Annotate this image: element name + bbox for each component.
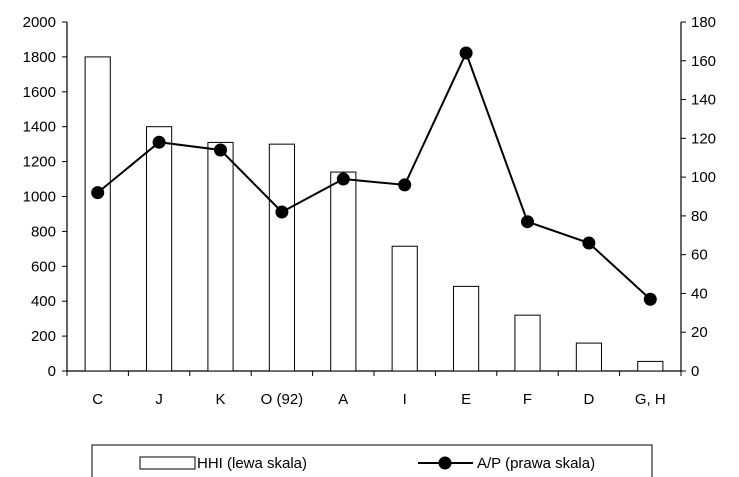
ap-point xyxy=(398,178,412,192)
ap-point xyxy=(91,186,105,200)
y-right-tick-label: 20 xyxy=(691,324,708,341)
y-right-tick-label: 0 xyxy=(691,363,699,380)
y-left-tick-label: 1800 xyxy=(23,49,56,66)
y-left-tick-label: 200 xyxy=(31,328,56,345)
x-tick-label: A xyxy=(338,391,348,408)
y-right-tick-label: 120 xyxy=(691,130,716,147)
ap-point xyxy=(582,236,596,250)
ap-point xyxy=(643,292,657,306)
y-right-tick-label: 180 xyxy=(691,14,716,31)
line-series xyxy=(91,46,657,306)
x-tick-label: K xyxy=(215,391,225,408)
hhi-bar xyxy=(330,171,357,372)
x-tick-label: D xyxy=(583,391,594,408)
bars xyxy=(84,56,664,372)
ap-point xyxy=(275,205,289,219)
x-tick-label: I xyxy=(403,391,407,408)
legend-label-ap: A/P (prawa skala) xyxy=(477,455,595,472)
y-left-tick-label: 1400 xyxy=(23,119,56,136)
x-tick-label: F xyxy=(523,391,532,408)
y-left-tick-label: 2000 xyxy=(23,14,56,31)
y-right-tick-label: 100 xyxy=(691,169,716,186)
y-right-tick-label: 140 xyxy=(691,92,716,109)
x-tick-label: G, H xyxy=(635,391,666,408)
y-left-tick-label: 1000 xyxy=(23,189,56,206)
hhi-bar xyxy=(84,56,111,372)
ap-point xyxy=(214,143,227,157)
axes: 0 200 400 600 800 1000 1200 1400 1600 1800 2000 0 20… xyxy=(23,14,716,408)
ap-point xyxy=(336,172,350,186)
hhi-bar xyxy=(514,314,541,372)
y-left-tick-label: 1600 xyxy=(23,84,56,101)
hhi-bar xyxy=(146,126,173,372)
hhi-bar xyxy=(637,360,664,372)
y-left-tick-label: 800 xyxy=(31,223,56,240)
legend-bar-swatch xyxy=(139,456,196,470)
hhi-bar xyxy=(453,285,480,372)
x-tick-label: J xyxy=(155,391,163,408)
y-left-tick-label: 0 xyxy=(48,363,56,380)
y-right-tick-label: 40 xyxy=(691,285,708,302)
hhi-bar xyxy=(207,141,234,372)
ap-point xyxy=(521,215,534,229)
x-tick-label: O (92) xyxy=(261,391,304,408)
y-left-tick-label: 1200 xyxy=(23,154,56,171)
legend-label-hhi: HHI (lewa skala) xyxy=(197,455,307,472)
y-right-tick-label: 80 xyxy=(691,208,708,225)
x-tick-label: E xyxy=(461,391,471,408)
y-left-tick-label: 400 xyxy=(31,293,56,310)
hhi-bar xyxy=(268,143,295,372)
y-left-tick-label: 600 xyxy=(31,258,56,275)
ap-point xyxy=(459,46,473,60)
hhi-bar xyxy=(575,342,602,372)
ap-line xyxy=(97,50,651,300)
legend-line-marker xyxy=(438,456,452,470)
legend: HHI (lewa skala) A/P (prawa skala) xyxy=(91,444,653,477)
y-right-tick-label: 60 xyxy=(691,247,708,264)
hhi-bar xyxy=(391,245,418,372)
y-right-tick-label: 160 xyxy=(691,53,716,70)
ap-point xyxy=(152,135,166,149)
x-tick-label: C xyxy=(92,391,103,408)
